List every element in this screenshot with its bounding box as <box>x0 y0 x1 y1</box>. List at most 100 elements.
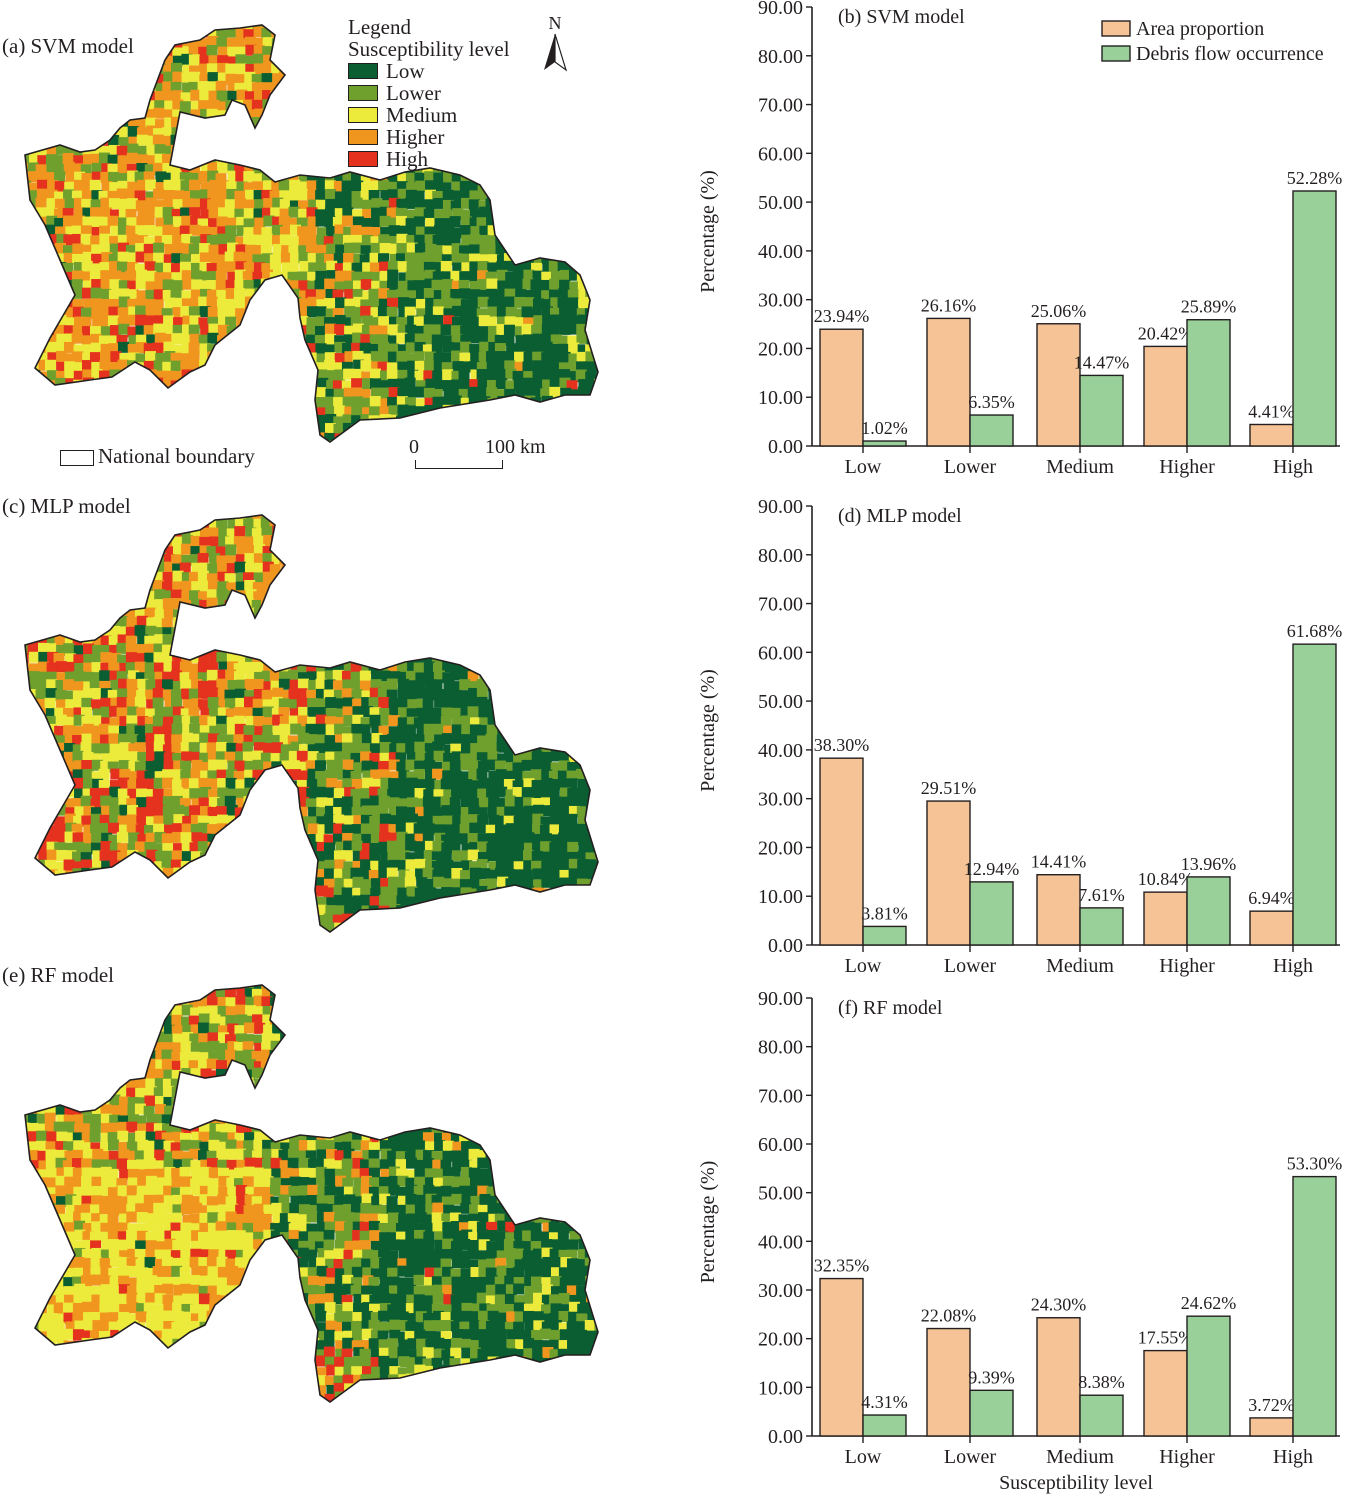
bar-data-label: 1.02% <box>861 418 908 438</box>
national-boundary <box>24 984 599 1403</box>
north-arrow-icon <box>544 33 568 72</box>
x-tick-label: Medium <box>1046 1446 1114 1468</box>
legend-item-low: Low <box>348 60 510 82</box>
bar-data-label: 53.30% <box>1287 1154 1343 1174</box>
bar-data-label: 7.61% <box>1078 885 1125 905</box>
y-tick-label: 80.00 <box>758 46 803 68</box>
bar-data-label: 3.72% <box>1248 1395 1295 1415</box>
x-tick-label: Low <box>845 1446 882 1468</box>
bar-area-proportion <box>1036 874 1081 946</box>
y-tick-label: 40.00 <box>758 740 803 762</box>
bar-debris-flow <box>1079 1394 1124 1437</box>
map-c-label: (c) MLP model <box>2 494 131 518</box>
scale-start: 0 <box>409 436 419 458</box>
bar-data-label: 23.94% <box>814 306 870 326</box>
chart-d-mlp: 0.00 10.00 20.00 30.00 40.00 50.00 60.00 70.00 8… <box>697 496 1342 977</box>
x-tick-label: Lower <box>944 955 997 977</box>
y-tick-label: 10.00 <box>758 387 803 409</box>
legend-swatch <box>348 129 378 145</box>
bar-data-label: 38.30% <box>814 735 870 755</box>
legend-item-medium: Medium <box>348 104 510 126</box>
x-tick-label: Lower <box>944 456 997 478</box>
north-label: N <box>548 13 562 33</box>
boundary-legend: National boundary <box>60 444 255 469</box>
bar-area-proportion <box>926 800 971 946</box>
national-boundary <box>24 24 599 443</box>
y-tick-label: 90.00 <box>758 0 803 19</box>
y-tick-label: 10.00 <box>758 1377 803 1399</box>
north-arrow: N <box>540 14 570 77</box>
x-tick-label: Higher <box>1159 456 1215 478</box>
y-tick-label: 50.00 <box>758 691 803 713</box>
y-tick-label: 50.00 <box>758 192 803 214</box>
legend-swatch <box>1101 45 1131 62</box>
bar-data-label: 25.06% <box>1031 301 1087 321</box>
legend-label: High <box>386 147 428 171</box>
legend-swatch <box>348 63 378 79</box>
bar-area-proportion <box>819 757 864 946</box>
bar-area-proportion <box>819 1277 864 1437</box>
y-tick-label: 0.00 <box>768 1426 803 1448</box>
bar-data-label: 29.51% <box>921 778 977 798</box>
map-e-label: (e) RF model <box>2 963 114 987</box>
bar-data-label: 24.62% <box>1181 1293 1237 1313</box>
bar-data-label: 10.84% <box>1138 869 1194 889</box>
legend-item-high: High <box>348 148 510 170</box>
bar-debris-flow <box>1079 374 1124 447</box>
boundary-label: National boundary <box>98 444 255 468</box>
x-tick-label: Lower <box>944 1446 997 1468</box>
x-tick-label: Low <box>845 456 882 478</box>
legend-swatch <box>348 85 378 101</box>
chart-title: (f) RF model <box>838 997 943 1019</box>
x-tick-label: Medium <box>1046 955 1114 977</box>
bar-data-label: 17.55% <box>1138 1328 1194 1348</box>
bar-area-proportion <box>1249 910 1294 946</box>
bar-area-proportion <box>1249 423 1294 447</box>
bar-data-label: 14.47% <box>1074 352 1130 372</box>
scale-bar: 0 100 km <box>405 436 546 476</box>
bar-data-label: 32.35% <box>814 1256 870 1276</box>
y-tick-label: 10.00 <box>758 886 803 908</box>
map-a-label: (a) SVM model <box>2 34 134 58</box>
bar-debris-flow <box>1292 190 1337 447</box>
bar-data-label: 20.42% <box>1138 323 1194 343</box>
map-legend-title: Legend <box>348 15 411 39</box>
bar-area-proportion <box>1143 1349 1188 1437</box>
y-tick-label: 50.00 <box>758 1183 803 1205</box>
bar-area-proportion <box>1036 1317 1081 1437</box>
x-tick-label: High <box>1273 955 1313 977</box>
y-tick-label: 20.00 <box>758 1329 803 1351</box>
legend-item-lower: Lower <box>348 82 510 104</box>
bar-data-label: 4.31% <box>861 1392 908 1412</box>
y-axis-title: Percentage (%) <box>697 669 719 792</box>
legend-item-higher: Higher <box>348 126 510 148</box>
bar-debris-flow <box>1292 643 1337 946</box>
bar-data-label: 13.96% <box>1181 854 1237 874</box>
x-tick-label: Medium <box>1046 456 1114 478</box>
y-tick-label: 90.00 <box>758 988 803 1010</box>
bar-area-proportion <box>1143 345 1188 447</box>
map-a <box>24 24 599 443</box>
bar-debris-flow <box>1186 1315 1231 1437</box>
y-tick-label: 0.00 <box>768 935 803 957</box>
y-tick-label: 70.00 <box>758 1085 803 1107</box>
bar-debris-flow <box>862 440 907 447</box>
x-tick-label: Higher <box>1159 1446 1215 1468</box>
y-tick-label: 40.00 <box>758 241 803 263</box>
y-tick-label: 30.00 <box>758 1280 803 1302</box>
bar-debris-flow <box>1292 1175 1337 1437</box>
y-tick-label: 80.00 <box>758 1037 803 1059</box>
bar-debris-flow <box>969 414 1014 447</box>
legend-swatch <box>348 107 378 123</box>
x-tick-label: Low <box>845 955 882 977</box>
bar-debris-flow <box>969 1389 1014 1437</box>
x-tick-label: High <box>1273 456 1313 478</box>
bar-debris-flow <box>969 881 1014 946</box>
bar-area-proportion <box>1249 1417 1294 1437</box>
bar-area-proportion <box>926 1327 971 1437</box>
bar-data-label: 3.81% <box>861 903 908 923</box>
chart-legend-label: Area proportion <box>1136 18 1264 40</box>
x-tick-label: Higher <box>1159 955 1215 977</box>
bar-data-label: 6.35% <box>968 392 1015 412</box>
legend-label: Low <box>386 59 425 83</box>
